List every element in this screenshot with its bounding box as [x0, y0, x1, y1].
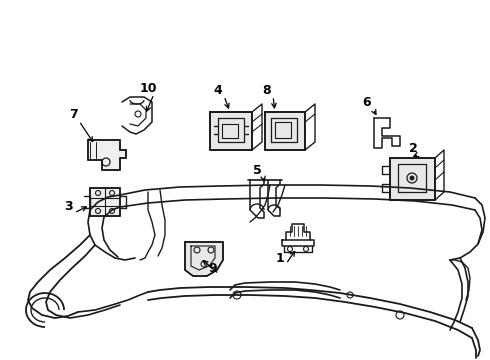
Text: 9: 9	[209, 261, 217, 274]
Text: 10: 10	[139, 81, 157, 94]
Text: 3: 3	[64, 201, 73, 213]
Polygon shape	[210, 112, 252, 150]
Text: 2: 2	[409, 141, 417, 154]
Polygon shape	[265, 112, 305, 150]
Text: 6: 6	[363, 96, 371, 109]
Polygon shape	[90, 188, 120, 216]
Text: 8: 8	[263, 84, 271, 96]
Text: 7: 7	[69, 108, 77, 122]
Text: 1: 1	[275, 252, 284, 265]
Polygon shape	[88, 140, 126, 170]
Polygon shape	[185, 242, 223, 276]
Circle shape	[410, 176, 414, 180]
Text: 4: 4	[214, 84, 222, 96]
Text: 5: 5	[253, 163, 261, 176]
Polygon shape	[390, 158, 435, 200]
